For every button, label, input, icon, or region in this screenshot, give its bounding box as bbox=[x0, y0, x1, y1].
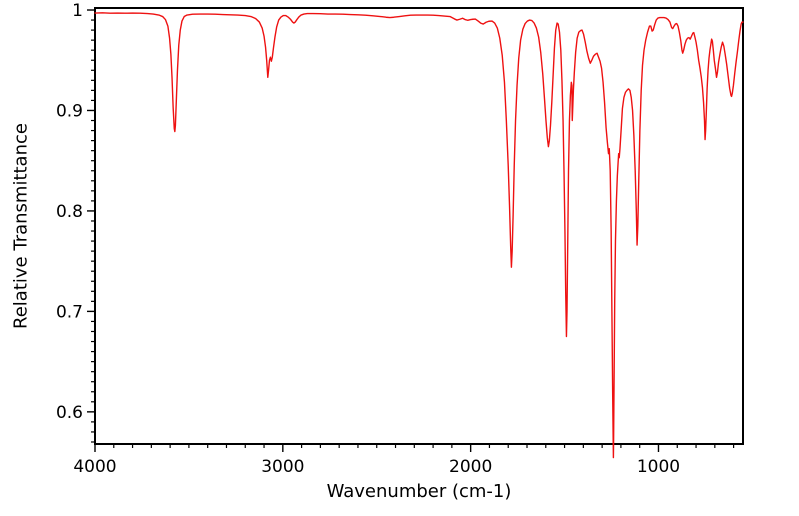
x-tick-label: 3000 bbox=[261, 457, 304, 477]
y-tick-label: 0.9 bbox=[56, 101, 83, 121]
y-axis-title: Relative Transmittance bbox=[10, 123, 32, 329]
y-tick-label: 1 bbox=[72, 1, 83, 21]
x-tick-label: 4000 bbox=[73, 457, 116, 477]
y-tick-label: 0.6 bbox=[56, 403, 83, 423]
y-tick-label: 0.7 bbox=[56, 302, 83, 322]
y-tick-label: 0.8 bbox=[56, 202, 83, 222]
spectrum-line bbox=[94, 12, 744, 459]
x-tick-label: 1000 bbox=[637, 457, 680, 477]
plot-frame bbox=[94, 7, 744, 445]
x-axis-title: Wavenumber (cm-1) bbox=[326, 481, 512, 502]
x-tick-label: 2000 bbox=[449, 457, 492, 477]
